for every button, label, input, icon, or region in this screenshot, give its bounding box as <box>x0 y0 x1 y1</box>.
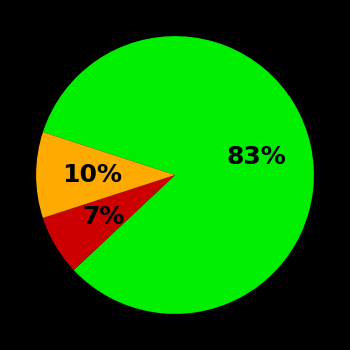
Text: 10%: 10% <box>62 163 122 187</box>
Text: 83%: 83% <box>226 145 286 169</box>
Wedge shape <box>43 36 314 314</box>
Wedge shape <box>43 175 175 270</box>
Wedge shape <box>36 132 175 218</box>
Text: 7%: 7% <box>82 205 125 229</box>
